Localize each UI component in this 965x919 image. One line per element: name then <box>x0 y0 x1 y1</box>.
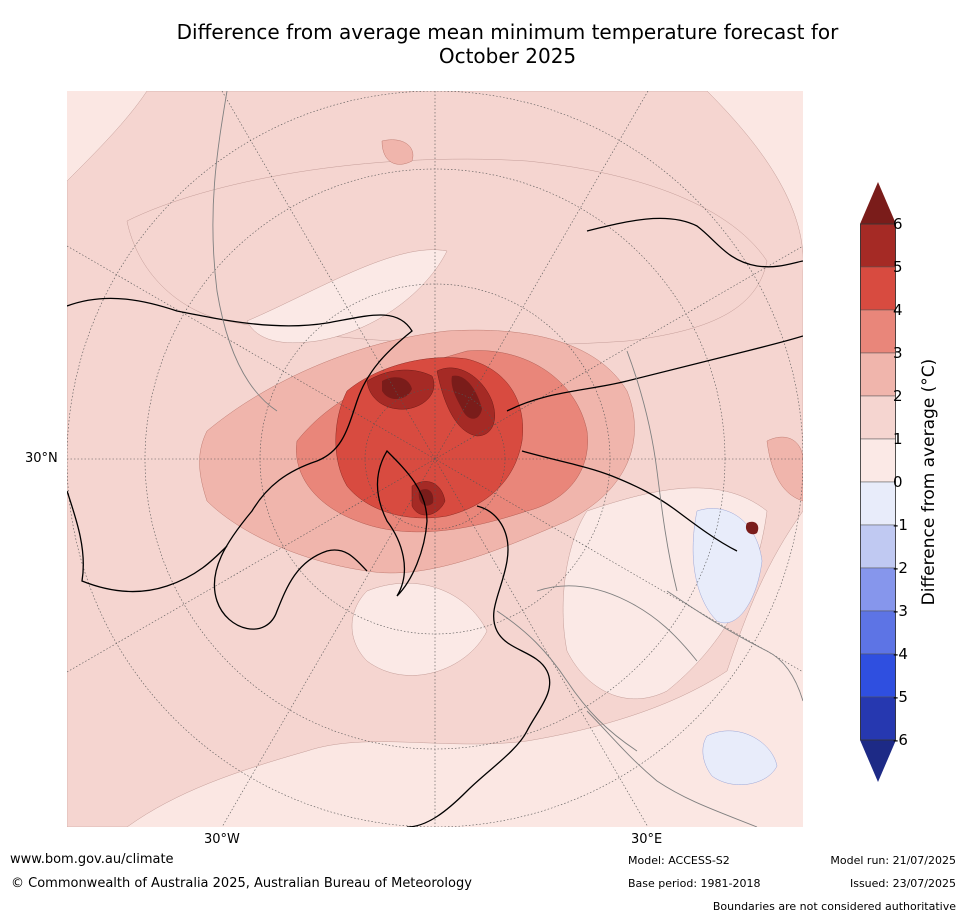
lon-label-30w: 30°W <box>204 832 240 847</box>
colorbar-tick-6: 6 <box>893 215 903 233</box>
bom-url: www.bom.gov.au/climate <box>10 852 174 867</box>
colorbar <box>860 182 896 782</box>
coastlines <box>67 217 803 827</box>
colorbar-tick-3: 3 <box>893 344 903 362</box>
colorbar-title: Difference from average (°C) <box>919 358 939 606</box>
graticule <box>67 91 803 827</box>
anomaly-0-1-patch-c <box>351 583 488 676</box>
colorbar-swatch <box>860 395 896 440</box>
colorbar-swatch <box>860 223 896 268</box>
model-run-text: Model run: 21/07/2025 <box>830 854 956 867</box>
colorbar-swatch <box>860 610 896 655</box>
forecast-map <box>67 91 803 827</box>
colorbar-swatch <box>860 309 896 354</box>
title-line-2: October 2025 <box>438 44 577 68</box>
anomaly-over-6-core <box>382 375 759 535</box>
lon-label-30e: 30°E <box>631 832 663 847</box>
base-period-text: Base period: 1981-2018 <box>628 877 761 890</box>
map-canvas <box>67 91 803 827</box>
colorbar-tick-5: 5 <box>893 258 903 276</box>
colorbar-tick-minus-4: -4 <box>893 645 908 663</box>
colorbar-tick-minus-5: -5 <box>893 688 908 706</box>
colorbar-swatch <box>860 481 896 526</box>
colorbar-swatch <box>860 696 896 741</box>
anomaly-0-1-patch-a <box>246 249 448 344</box>
country-borders <box>212 91 803 827</box>
chart-title: Difference from average mean minimum tem… <box>100 20 915 68</box>
colorbar-tick-minus-3: -3 <box>893 602 908 620</box>
colorbar-swatch <box>860 567 896 612</box>
colorbar-tick-0: 0 <box>893 473 903 491</box>
colorbar-under-triangle <box>860 740 896 782</box>
issued-text: Issued: 23/07/2025 <box>849 877 956 890</box>
copyright-text: © Commonwealth of Australia 2025, Austra… <box>11 876 472 891</box>
colorbar-tick-1: 1 <box>893 430 903 448</box>
model-text: Model: ACCESS-S2 <box>628 854 730 867</box>
disclaimer-text: Boundaries are not considered authoritat… <box>712 900 956 913</box>
colorbar-tick-2: 2 <box>893 387 903 405</box>
colorbar-swatch <box>860 352 896 397</box>
colorbar-swatches <box>860 223 896 741</box>
colorbar-tick-minus-2: -2 <box>893 559 908 577</box>
colorbar-tick-minus-1: -1 <box>893 516 908 534</box>
title-line-1: Difference from average mean minimum tem… <box>176 20 839 44</box>
lat-label-30n: 30°N <box>25 451 58 466</box>
colorbar-swatch <box>860 524 896 569</box>
colorbar-swatch <box>860 266 896 311</box>
colorbar-swatch <box>860 653 896 698</box>
anomaly-neg-patch-b <box>702 730 778 785</box>
colorbar-tick-4: 4 <box>893 301 903 319</box>
colorbar-outline <box>860 223 896 741</box>
colorbar-tick-minus-6: -6 <box>893 731 908 749</box>
colorbar-over-triangle <box>860 182 896 224</box>
colorbar-swatch <box>860 438 896 483</box>
anomaly-2-3-east <box>766 436 803 502</box>
anomaly-neg-patch-a <box>692 508 763 624</box>
anomaly-2-3-patch <box>381 139 414 165</box>
